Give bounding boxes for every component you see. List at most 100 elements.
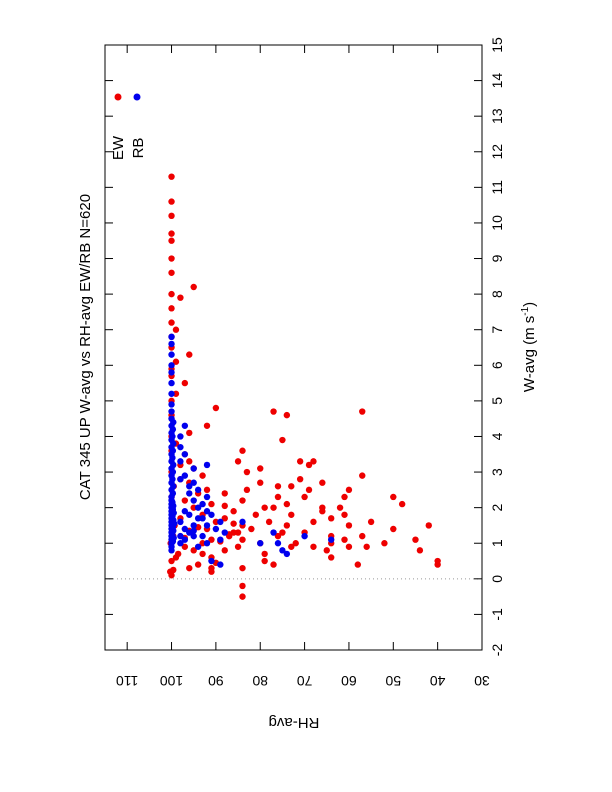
ew-point — [341, 493, 348, 501]
ew-point — [168, 198, 175, 205]
chart-title: CAT 345 UP W-avg vs RH-avg EW/RB N=620 — [77, 194, 94, 500]
ew-point — [283, 500, 291, 508]
x-tick-label: 6 — [489, 361, 505, 369]
rb-point — [190, 497, 197, 504]
x-tick-label: 5 — [489, 397, 505, 405]
legend: EW RB — [110, 93, 147, 160]
y-tick-label: 100 — [160, 673, 184, 689]
rb-point — [177, 458, 184, 465]
ew-point — [279, 436, 286, 444]
rb-point — [181, 451, 189, 458]
rb-point — [199, 515, 206, 522]
x-tick-label: 13 — [489, 108, 505, 124]
ew-point — [181, 379, 189, 387]
x-axis-title-main: W-avg (m s — [521, 316, 538, 392]
ew-point — [186, 429, 193, 437]
ew-point — [270, 408, 277, 415]
ew-point — [296, 475, 304, 483]
rb-point — [221, 529, 228, 536]
rb-point — [208, 557, 215, 565]
ew-point — [168, 557, 175, 565]
ew-point — [359, 532, 366, 540]
ew-point — [412, 536, 419, 543]
ew-point — [359, 408, 366, 415]
y-tick-label: 110 — [116, 673, 139, 689]
y-tick-label: 40 — [430, 673, 446, 689]
ew-point — [230, 529, 237, 536]
ew-point — [181, 497, 189, 504]
rb-point — [301, 532, 308, 540]
rb-point — [177, 532, 184, 540]
rb-point — [212, 525, 220, 533]
ew-point — [345, 543, 353, 550]
ew-point — [168, 319, 175, 326]
rb-point — [194, 504, 202, 511]
ew-point — [265, 518, 273, 526]
ew-point — [398, 500, 406, 508]
ew-point — [305, 486, 313, 494]
rb-point — [194, 543, 202, 550]
ew-point — [212, 404, 220, 412]
rb-point — [203, 522, 211, 529]
rb-point — [168, 379, 175, 387]
ew-point — [190, 283, 197, 291]
y-tick-label: 50 — [385, 673, 401, 689]
rb-point — [239, 518, 246, 526]
ew-point — [354, 561, 362, 568]
ew-point — [221, 547, 228, 554]
tick-labels: -2-1012345678910111213141530405060708090… — [116, 37, 505, 689]
x-tick-label: 12 — [489, 144, 505, 160]
rb-point — [177, 518, 184, 526]
ew-point — [168, 173, 175, 180]
legend-rb-marker — [133, 93, 141, 101]
ew-point — [359, 472, 366, 479]
rb-point — [257, 540, 264, 547]
ew-point — [239, 582, 246, 590]
rb-point — [177, 443, 184, 451]
ew-point — [328, 515, 335, 522]
ew-point — [296, 458, 304, 465]
rb-point — [177, 433, 184, 440]
x-tick-label: 11 — [489, 180, 505, 195]
ew-point — [172, 390, 180, 397]
ew-point — [288, 511, 295, 518]
ew-point — [170, 566, 177, 574]
ew-point — [367, 518, 375, 526]
ew-point — [416, 547, 424, 554]
ew-point — [168, 290, 175, 298]
rb-point — [181, 422, 189, 429]
ew-point — [257, 465, 264, 472]
rb-point — [208, 511, 215, 518]
x-tick-label: 10 — [489, 215, 505, 231]
ew-point — [212, 518, 220, 526]
axis-ticks — [105, 44, 483, 651]
rb-point — [190, 522, 197, 529]
y-tick-label: 70 — [297, 673, 313, 689]
x-axis-title-exponent: -1 — [520, 306, 531, 315]
rb-point — [203, 540, 211, 547]
rb-point — [186, 483, 193, 490]
ew-point — [252, 511, 259, 518]
plot-frame — [104, 44, 483, 651]
legend-ew-marker — [114, 93, 122, 101]
ew-point — [181, 543, 189, 550]
chart-title-vars: W-avg vs RH-avg — [77, 296, 94, 413]
ew-point — [261, 504, 268, 511]
ew-point — [168, 237, 175, 244]
x-tick-label: 14 — [489, 73, 505, 89]
ew-point — [323, 547, 330, 554]
ew-point — [168, 269, 175, 276]
rb-point — [190, 532, 197, 540]
ew-point — [174, 550, 182, 558]
ew-point — [243, 486, 251, 494]
y-tick-label: 80 — [252, 673, 268, 689]
ew-point — [194, 561, 202, 568]
ew-point — [381, 540, 388, 547]
ew-point — [248, 525, 255, 533]
ew-point — [230, 520, 237, 527]
x-axis-title-close: ) — [521, 302, 538, 307]
rb-point — [177, 540, 184, 547]
rb-point — [190, 479, 197, 486]
data-points — [166, 173, 441, 600]
rb-point — [168, 340, 175, 348]
